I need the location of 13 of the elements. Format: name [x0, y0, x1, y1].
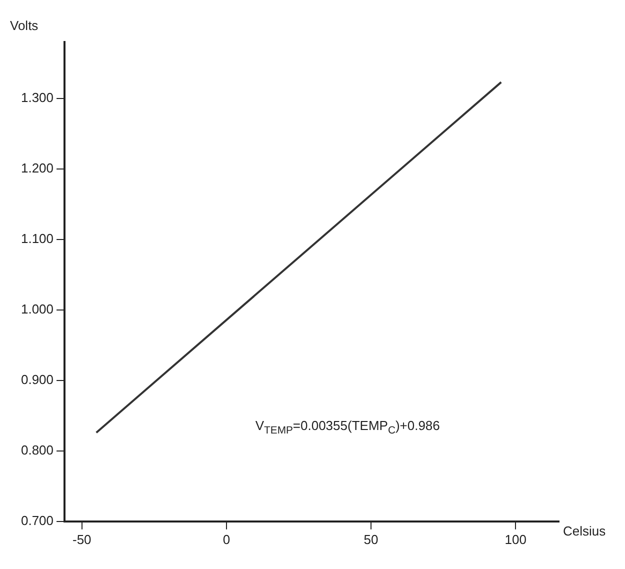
y-tick-label: 1.000 [20, 301, 54, 316]
y-tick-label: 1.300 [20, 90, 54, 105]
x-tick-label: -50 [72, 532, 92, 547]
y-tick-label: 0.900 [20, 372, 54, 387]
x-tick-label: 0 [222, 532, 230, 547]
y-tick-label: 0.700 [20, 512, 54, 528]
x-axis-title: Celsius [563, 523, 606, 538]
y-tick-label: 0.800 [20, 442, 54, 458]
y-axis-title: Volts [10, 18, 39, 33]
y-tick-label: 1.200 [20, 160, 54, 176]
x-tick-label: 100 [504, 532, 526, 547]
x-tick-label: 50 [364, 532, 378, 547]
y-tick-label: 1.100 [20, 230, 54, 246]
